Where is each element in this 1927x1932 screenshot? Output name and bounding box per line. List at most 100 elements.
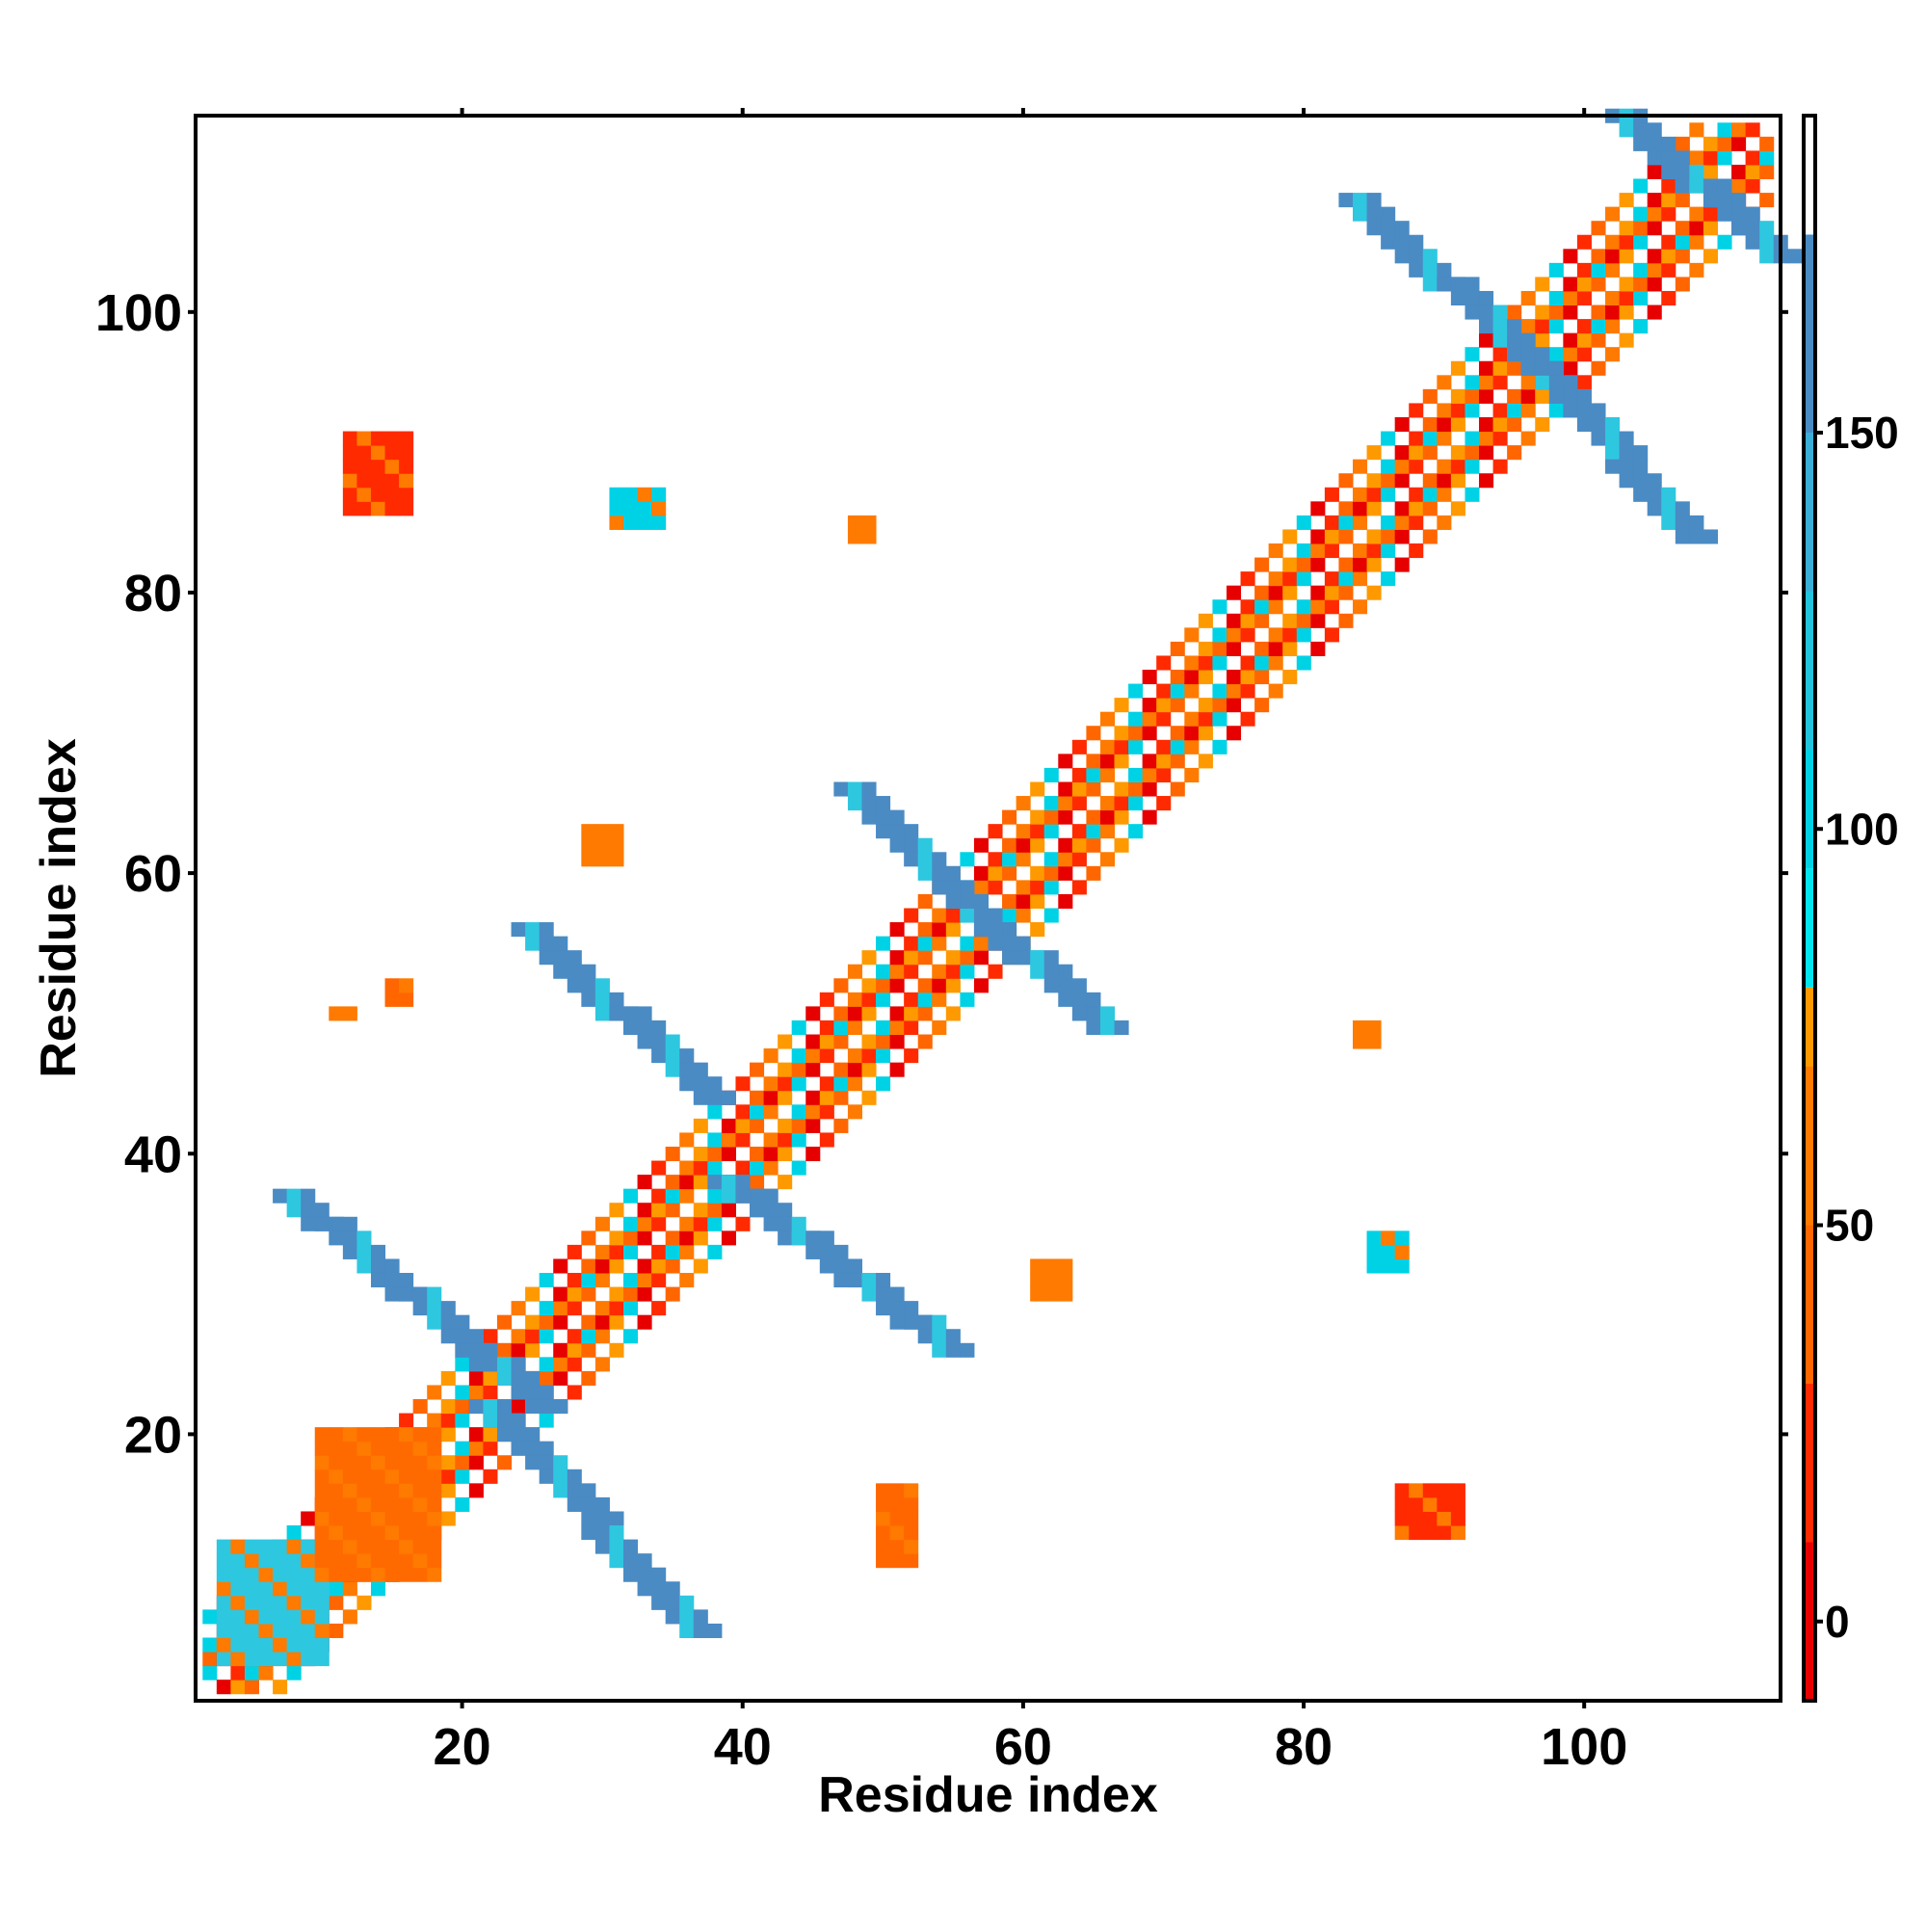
heatmap-cell <box>1576 403 1592 418</box>
heatmap-cell <box>1030 950 1045 966</box>
heatmap-cell <box>301 1203 316 1218</box>
heatmap-cell <box>805 1231 821 1246</box>
heatmap-cell <box>216 1652 231 1667</box>
heatmap-cell <box>904 1539 919 1554</box>
heatmap-cell <box>778 1090 793 1105</box>
heatmap-cell <box>904 992 919 1007</box>
heatmap-cell <box>1142 698 1157 713</box>
heatmap-cell <box>314 1216 330 1231</box>
heatmap-cell <box>1016 796 1031 811</box>
heatmap-cell <box>1422 262 1438 278</box>
heatmap-cell <box>1437 416 1452 433</box>
heatmap-cell <box>1422 1511 1438 1526</box>
heatmap-cell <box>273 1188 288 1204</box>
heatmap-cell <box>778 1175 793 1190</box>
heatmap-cell <box>1619 445 1634 461</box>
heatmap-cell <box>1156 739 1172 754</box>
heatmap-cell <box>1184 711 1200 727</box>
heatmap-cell <box>1043 1272 1059 1288</box>
heatmap-cell <box>581 1272 596 1288</box>
heatmap-cell <box>567 1244 582 1259</box>
heatmap-cell <box>609 992 624 1007</box>
heatmap-cell <box>1661 178 1676 194</box>
heatmap-cell <box>314 1511 330 1526</box>
heatmap-cell <box>1689 262 1704 278</box>
heatmap-cell <box>1212 683 1227 699</box>
heatmap-cell <box>539 1272 554 1288</box>
heatmap-cell <box>314 1539 330 1554</box>
heatmap-cell <box>384 978 400 993</box>
heatmap-cell <box>370 1455 386 1470</box>
heatmap-cell <box>273 1595 288 1610</box>
heatmap-cell <box>496 1314 513 1330</box>
heatmap-cell <box>819 1244 834 1259</box>
heatmap-cell <box>791 1048 806 1064</box>
heatmap-cell <box>1268 641 1283 656</box>
heatmap-cell <box>1268 543 1283 559</box>
heatmap-cell <box>1030 1286 1045 1302</box>
heatmap-cell <box>1002 865 1017 881</box>
heatmap-cell <box>1619 193 1634 208</box>
heatmap-cell <box>314 1609 330 1625</box>
heatmap-cell <box>1394 501 1410 516</box>
heatmap-cell <box>384 445 400 461</box>
heatmap-cell <box>1409 501 1424 516</box>
heatmap-cell <box>917 936 933 951</box>
heatmap-cell <box>1576 388 1592 404</box>
heatmap-cell <box>468 1441 484 1456</box>
heatmap-cell <box>1142 781 1157 797</box>
heatmap-cell <box>399 1272 414 1288</box>
heatmap-cell <box>1633 221 1649 236</box>
heatmap-cell <box>440 1455 456 1470</box>
heatmap-cell <box>876 824 891 839</box>
heatmap-cell <box>1647 473 1662 489</box>
heatmap-cell <box>1465 403 1480 418</box>
heatmap-cell <box>511 1385 526 1400</box>
heatmap-cell <box>1520 403 1536 418</box>
heatmap-cell <box>1254 698 1270 713</box>
heatmap-cell <box>342 501 357 516</box>
heatmap-cell <box>1717 234 1732 250</box>
heatmap-cell <box>665 1062 680 1077</box>
heatmap-cell <box>932 992 947 1007</box>
heatmap-cell <box>370 1525 386 1541</box>
heatmap-cell <box>244 1680 260 1695</box>
heatmap-cell <box>301 1623 316 1638</box>
heatmap-cell <box>1338 529 1354 544</box>
heatmap-cell <box>581 1483 596 1498</box>
heatmap-cell <box>1465 431 1480 446</box>
heatmap-cell <box>581 1342 596 1358</box>
heatmap-cell <box>609 501 624 516</box>
heatmap-cell <box>216 1581 231 1597</box>
colorbar-band <box>1804 987 1815 1067</box>
heatmap-cell <box>637 1286 652 1302</box>
heatmap-cell <box>1492 360 1508 376</box>
heatmap-cell <box>861 781 877 797</box>
heatmap-cell <box>455 1399 470 1415</box>
heatmap-cell <box>623 1216 639 1231</box>
heatmap-cell <box>735 1104 751 1120</box>
heatmap-cell <box>1099 852 1116 867</box>
heatmap-cell <box>665 1286 680 1302</box>
heatmap-cell <box>1394 515 1410 530</box>
heatmap-cell <box>286 1609 302 1625</box>
heatmap-cell <box>623 1567 639 1582</box>
heatmap-cell <box>1422 249 1438 264</box>
heatmap-cell <box>1479 431 1494 446</box>
heatmap-cell <box>904 1553 919 1569</box>
heatmap-cell <box>1576 347 1592 362</box>
heatmap-cell <box>1437 473 1452 489</box>
heatmap-cell <box>399 1286 414 1302</box>
heatmap-cell <box>1409 445 1424 461</box>
heatmap-cell <box>1016 837 1031 853</box>
heatmap-cell <box>876 1539 891 1554</box>
heatmap-cell <box>693 1623 708 1638</box>
heatmap-cell <box>1381 459 1396 474</box>
heatmap-cell <box>1492 304 1508 320</box>
heatmap-cell <box>1520 347 1536 362</box>
heatmap-cell <box>1268 655 1283 671</box>
heatmap-cell <box>1099 754 1116 769</box>
heatmap-cell <box>1563 388 1578 404</box>
heatmap-cell <box>496 1455 513 1470</box>
heatmap-cell <box>1633 136 1649 151</box>
